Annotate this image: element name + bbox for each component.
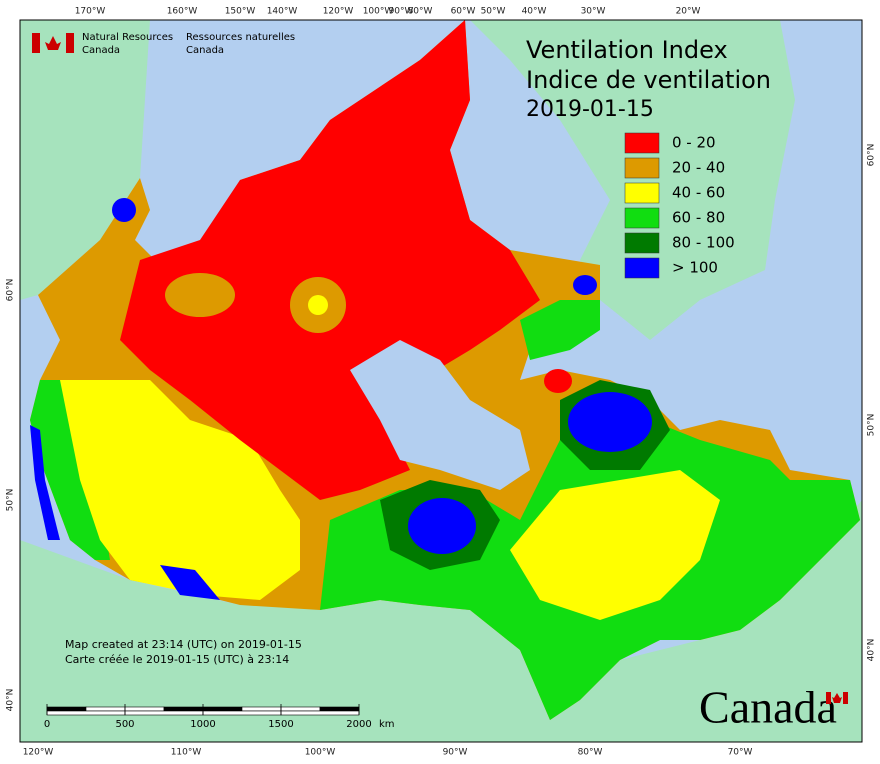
title: Ventilation Index: [526, 36, 728, 64]
greenland: [470, 20, 795, 340]
agency-signature: Natural Resources Canada Ressources natu…: [32, 32, 295, 56]
longitude-label: 90°W: [443, 748, 468, 758]
zone-blue: [112, 198, 136, 222]
zone-yellow-2: [510, 470, 720, 620]
longitude-label: 120°W: [23, 748, 54, 758]
wordmark: Canada: [699, 682, 837, 733]
legend-swatch: [624, 207, 660, 229]
longitude-label: 100°W: [305, 748, 336, 758]
flag-bar: [66, 33, 74, 53]
legend-label: 0 - 20: [672, 134, 716, 152]
hudson-bay: [350, 340, 530, 490]
longitude-label: 110°W: [171, 748, 202, 758]
zone-yellow: [60, 380, 300, 600]
legend-swatch: [624, 182, 660, 204]
frame-border: [19, 19, 863, 743]
scale-segment: [280, 706, 321, 712]
legend-label: > 100: [672, 259, 718, 277]
title: Indice de ventilation: [526, 66, 771, 94]
longitude-label: 80°W: [408, 7, 433, 17]
legend-swatch: [624, 232, 660, 254]
scale-segment: [46, 706, 87, 712]
scale-segment: [202, 706, 243, 712]
agency-en: Natural Resources: [82, 32, 173, 43]
scale-segment: [319, 706, 360, 712]
longitude-label: 60°W: [451, 7, 476, 17]
legend-label: 80 - 100: [672, 234, 735, 252]
longitude-label: 170°W: [75, 7, 106, 17]
latitude-label: 60°N: [867, 144, 877, 167]
latitude-label: 60°N: [6, 279, 16, 302]
longitude-label: 150°W: [225, 7, 256, 17]
zone-blue: [573, 275, 597, 295]
flag-leaf: [832, 693, 842, 703]
zone-orange-spot: [165, 273, 235, 317]
zone-green-west: [30, 380, 110, 560]
longitude-label: 70°W: [728, 748, 753, 758]
scale-segment: [85, 706, 126, 712]
date: 2019-01-15: [526, 97, 654, 122]
legend-swatch: [624, 132, 660, 154]
scale-segment: [124, 710, 204, 716]
note: Map created at 23:14 (UTC) on 2019-01-15: [65, 638, 302, 651]
wordmark-flag: [826, 692, 848, 704]
flag-leaf: [45, 36, 61, 50]
longitude-label: 160°W: [167, 7, 198, 17]
scale-segment: [124, 706, 165, 712]
agency-fr: Canada: [186, 45, 224, 56]
scale-segment: [241, 706, 282, 712]
scale-bar: 0 500 1000 1500 2000 km: [44, 704, 395, 730]
scale-tick-label: 0: [44, 719, 50, 730]
zone-red: [120, 20, 540, 500]
latitude-label: 40°N: [6, 689, 16, 712]
flag-bar: [32, 33, 40, 53]
alaska: [20, 20, 150, 300]
legend-swatch: [624, 257, 660, 279]
latitude-label: 50°N: [867, 414, 877, 437]
legend-label: 60 - 80: [672, 209, 725, 227]
scale-segment: [46, 710, 126, 716]
longitude-label: 120°W: [323, 7, 354, 17]
latitude-label: 40°N: [867, 639, 877, 662]
zone-blue: [568, 392, 652, 452]
map-frame: [19, 19, 863, 743]
flag-bar: [826, 692, 831, 704]
zone-blue-south: [160, 565, 220, 600]
latitude-label: 50°N: [6, 489, 16, 512]
note: Carte créée le 2019-01-15 (UTC) à 23:14: [65, 653, 289, 666]
graticule-labels: 170°W 160°W 150°W 140°W 120°W 100°W90°W80°W 60…: [6, 7, 877, 758]
zone-green-north: [520, 300, 600, 360]
longitude-label: 100°W: [363, 7, 394, 17]
flag-bar: [843, 692, 848, 704]
scale-tick-label: 500: [115, 719, 134, 730]
scale-tick-label: 2000: [346, 719, 371, 730]
legend-label: 40 - 60: [672, 184, 725, 202]
scale-segment: [280, 710, 360, 716]
longitude-label: 50°W: [481, 7, 506, 17]
zone-blue-coast: [30, 425, 60, 540]
scale-tick-label: 1000: [190, 719, 215, 730]
longitude-label: 30°W: [581, 7, 606, 17]
zone-red-spot: [544, 369, 572, 393]
longitude-label: 140°W: [267, 7, 298, 17]
longitude-label: 80°W: [578, 748, 603, 758]
agency-fr: Ressources naturelles: [186, 32, 295, 43]
longitude-label: 20°W: [676, 7, 701, 17]
longitude-label: 40°W: [522, 7, 547, 17]
zone-yellow-spot: [308, 295, 328, 315]
legend-swatch: [624, 157, 660, 179]
zone-blue: [408, 498, 476, 554]
agency-en: Canada: [82, 45, 120, 56]
scale-segment: [202, 710, 282, 716]
usa: [20, 500, 862, 742]
legend: 0 - 20 20 - 40 40 - 60 60 - 80 80 - 100 > 100: [624, 132, 735, 279]
scale-tick-label: 1500: [268, 719, 293, 730]
scale-segment: [163, 706, 204, 712]
scale-unit: km: [379, 719, 395, 730]
longitude-label: 90°W: [389, 7, 414, 17]
legend-label: 20 - 40: [672, 159, 725, 177]
